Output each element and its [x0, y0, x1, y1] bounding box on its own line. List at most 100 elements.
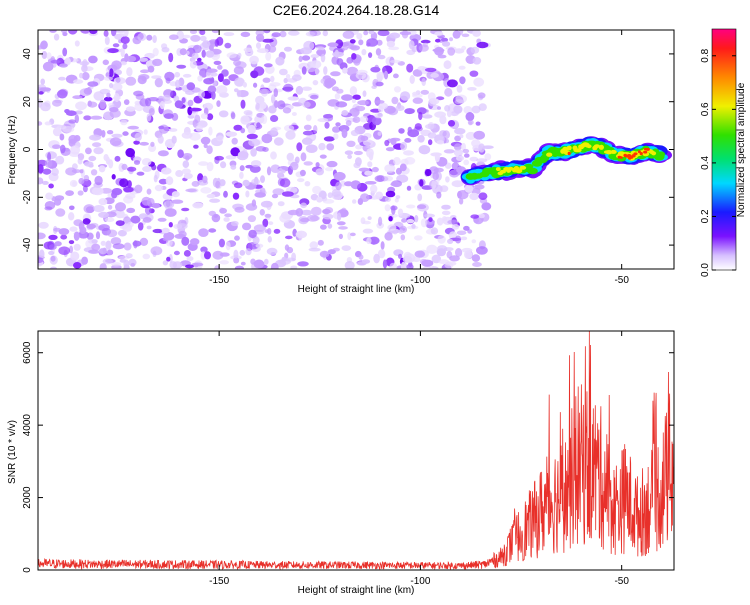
- heatmap-noise-cell: [285, 74, 291, 79]
- heatmap-noise-cell: [270, 127, 278, 135]
- heatmap-noise-cell: [355, 144, 363, 150]
- heatmap-noise-cell: [109, 107, 119, 113]
- heatmap-noise-cell: [436, 191, 442, 199]
- heatmap-noise-cell: [368, 236, 380, 245]
- heatmap-noise-cell: [317, 239, 324, 246]
- heatmap-noise-cell: [322, 30, 328, 37]
- heatmap-noise-cell: [143, 129, 148, 135]
- heatmap-signal-cell: [527, 167, 538, 175]
- heatmap-noise-cell: [150, 141, 155, 147]
- heatmap-noise-cell: [451, 180, 464, 188]
- heatmap-signal-cell: [643, 150, 648, 154]
- heatmap-noise-cell: [81, 72, 90, 81]
- heatmap-noise-cell: [239, 165, 245, 172]
- heatmap-noise-cell: [189, 60, 197, 69]
- heatmap-noise-cell: [59, 63, 68, 68]
- heatmap-noise-cell: [225, 241, 231, 251]
- heatmap-noise-layer: [38, 30, 494, 269]
- heatmap-noise-cell: [282, 191, 294, 197]
- heatmap-noise-cell: [94, 175, 103, 186]
- heatmap-noise-cell: [195, 125, 203, 132]
- heatmap-noise-cell: [186, 256, 194, 262]
- heatmap-noise-cell: [38, 177, 44, 185]
- heatmap-noise-cell: [51, 167, 59, 176]
- heatmap-noise-cell: [73, 262, 82, 269]
- colorbar-tick-label: 0.8: [700, 48, 711, 62]
- heatmap-signal-cell: [519, 165, 527, 170]
- heatmap-noise-cell: [220, 161, 227, 169]
- heatmap-noise-cell: [204, 251, 211, 260]
- x-tick-label: -100: [410, 576, 430, 587]
- heatmap-noise-cell: [162, 260, 169, 266]
- heatmap-noise-cell: [475, 121, 481, 126]
- heatmap-noise-cell: [393, 157, 401, 166]
- heatmap-noise-cell: [457, 190, 469, 200]
- heatmap-noise-cell: [424, 67, 437, 72]
- heatmap-noise-cell: [361, 259, 371, 264]
- snr-x-axis-label: Height of straight line (km): [298, 585, 415, 596]
- heatmap-noise-cell: [70, 251, 80, 261]
- heatmap-noise-cell: [199, 35, 207, 42]
- heatmap-noise-cell: [376, 39, 383, 46]
- heatmap-noise-cell: [237, 151, 249, 158]
- heatmap-noise-cell: [148, 144, 157, 153]
- heatmap-noise-cell: [181, 97, 186, 104]
- heatmap-noise-cell: [139, 141, 150, 146]
- heatmap-noise-cell: [284, 46, 292, 52]
- heatmap-noise-cell: [406, 49, 416, 56]
- heatmap-noise-cell: [374, 100, 385, 104]
- heatmap-noise-cell: [367, 216, 372, 221]
- heatmap-noise-cell: [462, 148, 470, 154]
- heatmap-noise-cell: [406, 204, 416, 209]
- heatmap-noise-cell: [45, 151, 57, 160]
- heatmap-noise-cell: [123, 99, 130, 105]
- heatmap-noise-cell: [389, 59, 401, 64]
- heatmap-noise-cell: [470, 214, 480, 219]
- heatmap-noise-cell: [93, 205, 105, 213]
- heatmap-noise-cell: [38, 121, 43, 126]
- heatmap-signal-cell: [499, 169, 506, 174]
- colorbar-tick-label: 0.6: [700, 102, 711, 116]
- heatmap-noise-cell: [444, 105, 451, 112]
- heatmap-noise-cell: [344, 181, 353, 187]
- heatmap-noise-cell: [45, 192, 53, 200]
- heatmap-noise-cell: [216, 36, 224, 46]
- heatmap-noise-cell: [384, 204, 391, 212]
- heatmap-noise-cell: [115, 220, 125, 227]
- heatmap-noise-cell: [99, 263, 107, 269]
- heatmap-noise-cell: [453, 105, 463, 114]
- heatmap-noise-cell: [107, 48, 119, 54]
- heatmap-noise-cell: [440, 37, 449, 42]
- heatmap-noise-cell: [391, 205, 396, 215]
- heatmap-noise-cell: [243, 110, 253, 116]
- heatmap-noise-cell: [337, 212, 342, 221]
- heatmap-noise-cell: [161, 227, 170, 234]
- heatmap-noise-cell: [93, 147, 104, 155]
- heatmap-noise-cell: [112, 43, 120, 48]
- heatmap-noise-cell: [253, 259, 265, 269]
- heatmap-noise-cell: [62, 125, 75, 133]
- heatmap-signal-cell: [619, 156, 623, 159]
- heatmap-noise-cell: [323, 81, 335, 88]
- heatmap-noise-cell: [192, 44, 202, 54]
- heatmap-noise-cell: [124, 53, 129, 62]
- heatmap-noise-cell: [85, 147, 92, 155]
- heatmap-noise-cell: [271, 94, 276, 104]
- heatmap-noise-cell: [209, 198, 221, 203]
- heatmap-noise-cell: [327, 192, 333, 199]
- heatmap-noise-cell: [152, 58, 163, 67]
- heatmap-noise-cell: [341, 245, 352, 252]
- heatmap-noise-cell: [300, 202, 307, 209]
- heatmap-noise-cell: [139, 98, 149, 107]
- heatmap-noise-cell: [57, 89, 68, 99]
- heatmap-noise-cell: [62, 47, 68, 57]
- heatmap-noise-cell: [122, 131, 129, 136]
- heatmap-noise-cell: [388, 216, 393, 222]
- heatmap-noise-cell: [90, 115, 103, 120]
- heatmap-noise-cell: [153, 174, 158, 183]
- heatmap-noise-cell: [469, 70, 479, 77]
- heatmap-noise-cell: [352, 94, 361, 100]
- heatmap-signal-cell: [610, 149, 617, 154]
- heatmap-noise-cell: [166, 256, 171, 262]
- heatmap-noise-cell: [38, 45, 44, 50]
